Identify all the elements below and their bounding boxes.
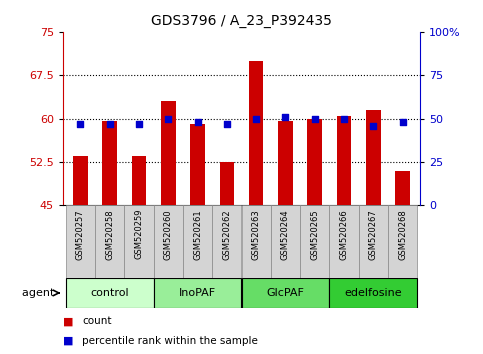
Text: GSM520260: GSM520260 (164, 209, 173, 259)
Text: GSM520258: GSM520258 (105, 209, 114, 259)
Text: GSM520261: GSM520261 (193, 209, 202, 259)
Text: agent: agent (22, 288, 58, 298)
Text: GSM520262: GSM520262 (222, 209, 231, 259)
Bar (66, 278, 154, 308)
Text: control: control (90, 288, 129, 298)
Bar (329, 205, 359, 278)
Bar (220, 162, 234, 205)
Point (252, 116, 260, 121)
Bar (395, 171, 410, 205)
Bar (242, 205, 271, 278)
Bar (278, 121, 293, 205)
Bar (102, 121, 117, 205)
Bar (329, 278, 417, 308)
Text: GlcPAF: GlcPAF (267, 288, 304, 298)
Bar (249, 61, 263, 205)
Point (106, 121, 114, 127)
Point (369, 123, 377, 129)
Bar (73, 156, 88, 205)
Point (311, 116, 319, 121)
Bar (359, 205, 388, 278)
Bar (190, 124, 205, 205)
Point (399, 119, 407, 125)
Text: ■: ■ (63, 316, 73, 326)
Bar (95, 205, 124, 278)
Text: ■: ■ (63, 336, 73, 346)
Text: count: count (82, 316, 112, 326)
Text: edelfosine: edelfosine (344, 288, 402, 298)
Text: percentile rank within the sample: percentile rank within the sample (82, 336, 258, 346)
Text: GSM520265: GSM520265 (310, 209, 319, 259)
Bar (212, 205, 242, 278)
Text: GSM520263: GSM520263 (252, 209, 261, 260)
Bar (337, 116, 351, 205)
Bar (124, 205, 154, 278)
Text: GSM520266: GSM520266 (340, 209, 349, 260)
Point (76, 121, 84, 127)
Bar (161, 101, 176, 205)
Point (340, 116, 348, 121)
Text: GSM520257: GSM520257 (76, 209, 85, 259)
Text: GSM520267: GSM520267 (369, 209, 378, 260)
Point (164, 116, 172, 121)
Bar (183, 205, 212, 278)
Text: GSM520264: GSM520264 (281, 209, 290, 259)
Bar (154, 278, 242, 308)
Text: GSM520259: GSM520259 (134, 209, 143, 259)
Bar (271, 205, 300, 278)
Point (282, 114, 289, 120)
Text: InoPAF: InoPAF (179, 288, 216, 298)
Bar (388, 205, 417, 278)
Bar (366, 110, 381, 205)
Bar (307, 119, 322, 205)
Title: GDS3796 / A_23_P392435: GDS3796 / A_23_P392435 (151, 14, 332, 28)
Point (135, 121, 143, 127)
Point (223, 121, 231, 127)
Bar (300, 205, 329, 278)
Bar (132, 156, 146, 205)
Point (194, 119, 201, 125)
Bar (154, 205, 183, 278)
Text: GSM520268: GSM520268 (398, 209, 407, 260)
Bar (242, 278, 329, 308)
Bar (66, 205, 95, 278)
